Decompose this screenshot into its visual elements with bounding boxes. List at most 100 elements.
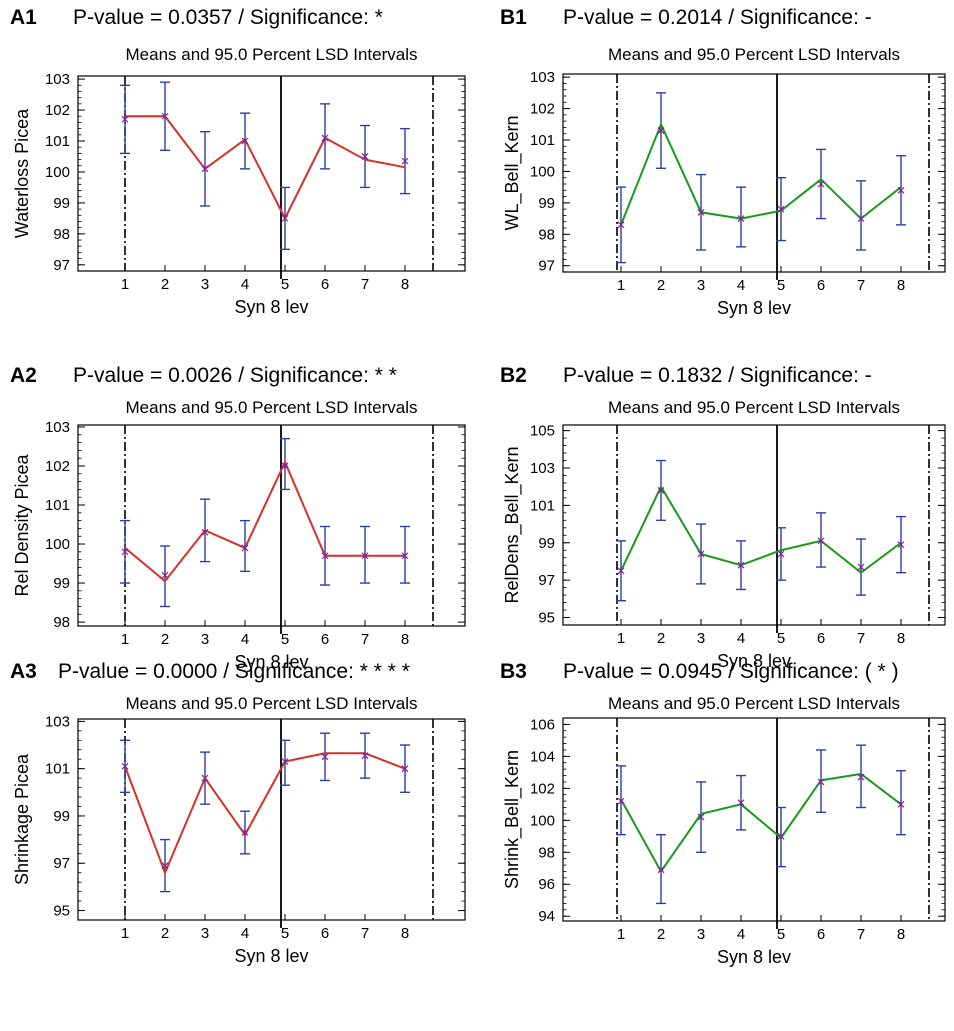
y-tick-label: 102 — [45, 458, 70, 475]
pvalue-text: P-value = 0.0000 / Significance: * * * * — [58, 660, 410, 683]
mean-marker — [321, 552, 329, 560]
x-tick-label: 6 — [817, 277, 825, 294]
x-tick-label: 5 — [281, 631, 289, 648]
mean-marker — [121, 762, 129, 770]
x-tick-label: 6 — [817, 630, 825, 647]
y-tick-label: 99 — [53, 575, 70, 592]
chart-title: Means and 95.0 Percent LSD Intervals — [608, 398, 900, 417]
y-tick-label: 102 — [45, 102, 70, 119]
mean-marker — [321, 753, 329, 761]
y-tick-label: 103 — [530, 460, 555, 477]
x-tick-label: 1 — [617, 630, 625, 647]
plot-frame — [562, 717, 946, 922]
x-tick-label: 3 — [697, 926, 705, 943]
pvalue-text: P-value = 0.1832 / Significance: - — [563, 364, 872, 387]
plot-frame — [77, 718, 466, 921]
x-tick-label: 7 — [857, 926, 865, 943]
x-tick-label: 7 — [361, 631, 369, 648]
x-tick-label: 2 — [657, 277, 665, 294]
y-tick-label: 102 — [530, 780, 555, 797]
mean-marker — [857, 563, 865, 571]
panel-label: A2 — [10, 364, 37, 387]
y-axis-label: WL_Bell_Kern — [502, 115, 523, 230]
y-tick-label: 97 — [53, 257, 70, 274]
panel-a2: A2 P-value = 0.0026 / Significance: * * Me… — [10, 364, 466, 672]
x-tick-label: 4 — [241, 276, 249, 293]
x-tick-label: 6 — [321, 276, 329, 293]
mean-marker — [241, 829, 249, 836]
x-axis-label: Syn 8 lev — [234, 297, 308, 317]
pvalue-text: P-value = 0.2014 / Significance: - — [563, 6, 872, 29]
chart-title: Means and 95.0 Percent LSD Intervals — [126, 45, 418, 64]
x-tick-label: 1 — [121, 276, 129, 293]
y-tick-label: 97 — [53, 855, 70, 872]
series-line — [125, 115, 406, 221]
mean-marker — [697, 208, 705, 216]
mean-marker — [897, 800, 905, 808]
pvalue-text: P-value = 0.0945 / Significance: ( * ) — [563, 660, 899, 683]
mean-marker — [657, 127, 665, 134]
mean-marker — [617, 797, 625, 805]
x-tick-label: 6 — [321, 925, 329, 942]
mean-marker — [401, 765, 409, 773]
y-tick-label: 100 — [530, 163, 555, 180]
mean-marker — [201, 528, 209, 536]
series-line — [620, 772, 902, 874]
mean-marker — [857, 215, 865, 222]
x-tick-label: 3 — [201, 925, 209, 942]
y-tick-label: 95 — [538, 610, 555, 627]
y-tick-label: 98 — [538, 844, 555, 861]
chart-title: Means and 95.0 Percent LSD Intervals — [608, 45, 900, 64]
mean-marker — [241, 544, 249, 552]
x-tick-label: 7 — [361, 925, 369, 942]
y-tick-label: 100 — [45, 536, 70, 553]
y-tick-label: 103 — [45, 713, 70, 730]
mean-marker — [401, 157, 409, 165]
x-tick-label: 1 — [617, 926, 625, 943]
y-tick-label: 103 — [530, 69, 555, 86]
y-tick-label: 101 — [530, 132, 555, 149]
mean-marker — [777, 205, 785, 213]
x-tick-label: 3 — [201, 276, 209, 293]
mean-marker — [817, 180, 825, 188]
x-tick-label: 7 — [361, 276, 369, 293]
y-tick-label: 104 — [530, 748, 555, 765]
y-tick-label: 101 — [45, 497, 70, 514]
y-tick-label: 97 — [538, 572, 555, 589]
x-tick-label: 3 — [201, 631, 209, 648]
plot-frame — [562, 73, 946, 273]
panel-b2: B2 P-value = 0.1832 / Significance: - Mean… — [500, 364, 946, 671]
x-tick-label: 2 — [161, 925, 169, 942]
mean-marker — [361, 752, 369, 760]
y-tick-label: 99 — [53, 195, 70, 212]
x-tick-label: 4 — [737, 630, 745, 647]
mean-marker — [617, 567, 625, 575]
y-tick-label: 101 — [45, 133, 70, 150]
pvalue-text: P-value = 0.0357 / Significance: * — [73, 6, 383, 29]
mean-marker — [401, 552, 409, 560]
x-tick-label: 5 — [281, 925, 289, 942]
mean-marker — [817, 537, 825, 545]
panel-label: B2 — [500, 364, 527, 387]
mean-marker — [241, 137, 249, 145]
mean-marker — [321, 134, 329, 142]
series-line — [620, 484, 902, 574]
y-tick-label: 106 — [530, 716, 555, 733]
y-tick-label: 96 — [538, 876, 555, 893]
mean-marker — [201, 774, 209, 782]
mean-marker — [161, 571, 169, 579]
panel-a1: A1 P-value = 0.0357 / Significance: * Mean… — [10, 6, 466, 317]
x-tick-label: 6 — [817, 926, 825, 943]
pvalue-text: P-value = 0.0026 / Significance: * * — [73, 364, 397, 387]
series-line — [124, 459, 405, 583]
x-tick-label: 8 — [401, 276, 409, 293]
mean-marker — [697, 813, 705, 821]
mean-marker — [361, 153, 369, 160]
y-axis-label: Shrink_Bell_Kern — [502, 750, 523, 889]
x-axis-label: Syn 8 lev — [234, 652, 308, 672]
y-tick-label: 99 — [538, 195, 555, 212]
y-tick-label: 94 — [538, 908, 555, 925]
y-tick-label: 102 — [530, 101, 555, 118]
mean-marker — [737, 561, 745, 569]
mean-marker — [361, 552, 369, 560]
